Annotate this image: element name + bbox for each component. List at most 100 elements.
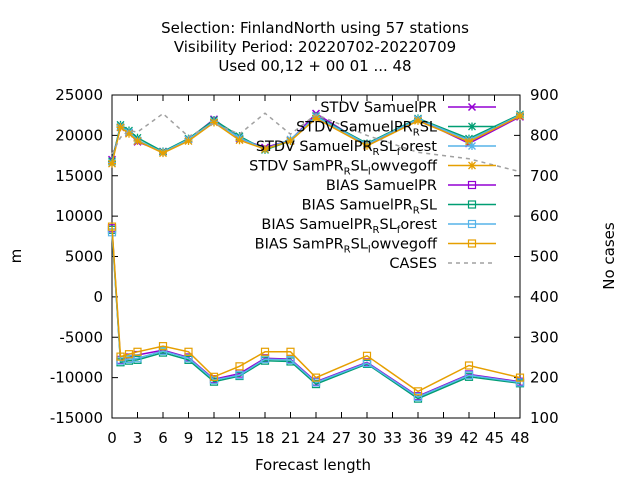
- data-point: [158, 346, 168, 356]
- legend-marker: [467, 180, 477, 190]
- y2-tick-label: 500: [530, 248, 559, 266]
- data-point: [107, 222, 117, 231]
- data-point: [286, 355, 295, 364]
- series-5: [107, 225, 525, 403]
- data-point: [515, 373, 525, 382]
- x-tick-label: 15: [230, 429, 249, 447]
- legend-marker: [467, 102, 477, 112]
- y-tick-label: -10000: [50, 369, 103, 387]
- legend-label-part: BIAS SamuelPR: [261, 217, 372, 233]
- y2-tick-label: 700: [530, 167, 559, 185]
- data-point: [312, 114, 320, 123]
- y-tick-label: 0: [93, 288, 103, 306]
- data-point: [125, 129, 133, 138]
- series: [107, 109, 525, 403]
- series-3: [108, 111, 524, 168]
- legend-label: STDV SamPRRSLlowvegoff: [249, 159, 438, 178]
- y-tick-label: 10000: [55, 207, 103, 225]
- x-tick-label: 33: [383, 429, 402, 447]
- legend-label: BIAS SamuelPRRSLforest: [261, 217, 437, 236]
- y2-tick-label: 900: [530, 86, 559, 104]
- legend-marker: [467, 219, 477, 229]
- x-tick-label: 45: [485, 429, 504, 447]
- data-point: [124, 350, 134, 359]
- data-point: [184, 347, 193, 356]
- data-point: [413, 387, 423, 396]
- y-tick-label: 5000: [65, 248, 103, 266]
- legend-label: BIAS SamuelPRRSL: [302, 198, 437, 217]
- legend-label: CASES: [389, 256, 437, 272]
- legend-label-part: orest: [400, 139, 437, 155]
- series-6: [107, 228, 525, 402]
- data-point: [362, 351, 372, 360]
- legend-label-part: owvegoff: [371, 237, 438, 253]
- data-point: [286, 347, 295, 356]
- legend-marker: [467, 200, 477, 209]
- data-point: [516, 111, 524, 120]
- legend-label-part: R: [373, 147, 380, 158]
- y-tick-label: 25000: [55, 86, 103, 104]
- data-point: [235, 362, 244, 371]
- data-point: [235, 371, 244, 380]
- title-line: Visibility Period: 20220702-20220709: [174, 38, 456, 56]
- x-tick-label: 21: [281, 429, 300, 447]
- data-point: [311, 373, 321, 382]
- x-axis-ticks: 0 3 6 9 12 15 18 21 24 27 30 33 36 39 42 45 48: [107, 95, 530, 447]
- data-point: [311, 378, 321, 387]
- legend-marker: [468, 122, 476, 131]
- data-point: [465, 137, 473, 146]
- x-tick-label: 39: [434, 429, 453, 447]
- legend-label-part: f: [397, 147, 401, 158]
- legend-label-part: BIAS SamPR: [255, 237, 344, 253]
- x-tick-label: 36: [408, 429, 427, 447]
- data-point: [184, 137, 193, 146]
- legend-label-part: SL: [351, 159, 368, 175]
- legend-label-part: R: [344, 167, 351, 178]
- legend-label-part: BIAS SamuelPR: [302, 198, 413, 214]
- x-tick-label: 48: [510, 429, 529, 447]
- legend-label-part: STDV SamuelPR: [320, 100, 437, 116]
- legend-label-part: SL: [379, 217, 396, 233]
- series-line: [111, 229, 521, 400]
- data-point: [108, 159, 116, 168]
- data-point: [260, 347, 270, 356]
- y-tick-label: 20000: [55, 126, 103, 144]
- x-tick-label: 30: [357, 429, 376, 447]
- x-tick-label: 6: [158, 429, 168, 447]
- legend-label: BIAS SamPRRSLlowvegoff: [255, 237, 438, 256]
- data-point: [210, 118, 218, 127]
- legend-label-part: STDV SamuelPR: [256, 139, 373, 155]
- x-tick-label: 24: [306, 429, 325, 447]
- cases-line: [111, 112, 521, 173]
- y2-tick-label: 400: [530, 288, 559, 306]
- legend-label-part: R: [413, 128, 420, 139]
- x-tick-label: 27: [332, 429, 351, 447]
- data-point: [286, 137, 295, 146]
- legend-label-part: BIAS SamuelPR: [326, 178, 437, 194]
- legend-label-part: R: [413, 206, 420, 217]
- legend-label-part: STDV SamPR: [249, 159, 344, 175]
- x-tick-label: 12: [204, 429, 223, 447]
- legend-marker: [468, 142, 476, 150]
- legend-label-part: f: [397, 225, 401, 236]
- x-tick-label: 3: [133, 429, 143, 447]
- legend-label-part: SL: [420, 198, 437, 214]
- series-line: [111, 232, 521, 398]
- legend-label-part: R: [344, 245, 351, 256]
- data-point: [235, 136, 244, 145]
- title-line: Used 00,12 + 00 01 ... 48: [218, 57, 411, 75]
- data-point: [159, 149, 167, 158]
- legend-label: BIAS SamuelPR: [326, 178, 437, 194]
- data-point: [261, 145, 269, 154]
- x-tick-label: 0: [107, 429, 117, 447]
- y-tick-label: 15000: [55, 167, 103, 185]
- y-tick-label: -15000: [50, 409, 103, 427]
- y2-tick-label: 800: [530, 126, 559, 144]
- y2-tick-label: 200: [530, 369, 559, 387]
- data-point: [133, 137, 142, 146]
- y-axis-label: m: [7, 249, 25, 264]
- x-tick-label: 18: [255, 429, 274, 447]
- series-cases: [111, 112, 521, 173]
